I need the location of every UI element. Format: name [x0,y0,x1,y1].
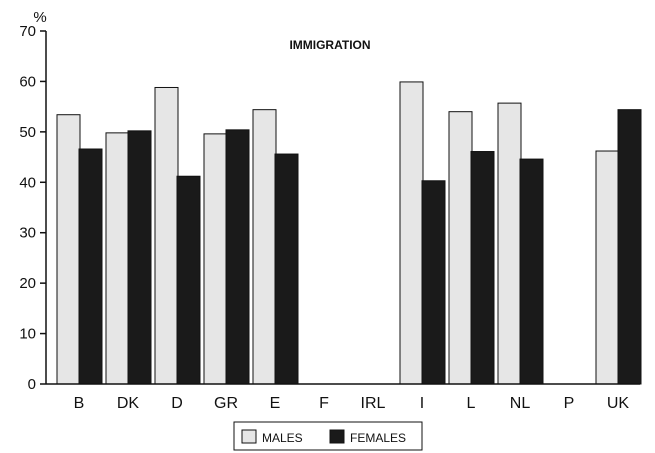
bar-females-i [421,180,446,385]
y-tick-label: 10 [19,326,36,343]
bar-females-l [470,151,495,385]
x-tick-label: DK [117,395,140,412]
x-tick-label: I [420,395,424,412]
x-tick-label: L [467,395,476,412]
x-tick-label: IRL [361,395,386,412]
x-tick-label: F [319,395,329,412]
bar-males-dk [105,132,130,385]
bar-females-b [78,148,103,385]
legend-box [233,421,423,451]
bar-males-gr [203,133,228,385]
bar-females-nl [519,158,544,385]
chart-title: IMMIGRATION [289,38,370,52]
y-tick-label: 30 [19,225,36,242]
x-tick-label: B [74,395,85,412]
legend-label-females: FEMALES [350,431,406,445]
bar-males-uk [595,150,620,385]
x-tick-label: E [270,395,281,412]
y-tick-label: 20 [19,275,36,292]
legend-swatch-males [241,429,257,444]
bar-females-gr [225,129,250,385]
bar-males-nl [497,102,522,385]
x-tick-label: D [171,395,183,412]
legend: MALES FEMALES [233,421,423,451]
x-axis: B DK D GR E F IRL I L NL P UK [74,395,630,412]
legend-label-males: MALES [262,431,303,445]
legend-swatch-females [329,429,345,444]
y-tick-label: 0 [28,376,36,393]
x-tick-label: UK [607,395,630,412]
bar-males-l [448,111,473,385]
bar-males-b [56,114,81,385]
bar-females-uk [617,109,642,385]
y-axis-unit: % [33,9,46,26]
y-tick-label: 60 [19,73,36,90]
bar-females-dk [127,130,152,385]
y-tick-label: 50 [19,124,36,141]
bar-females-d [176,175,201,385]
bars [56,81,642,385]
bar-males-i [399,81,424,385]
y-axis: 0 10 20 30 40 50 60 70 [19,23,46,393]
x-tick-label: NL [510,395,531,412]
bar-females-e [274,153,299,385]
y-tick-label: 70 [19,23,36,40]
x-tick-label: P [564,395,575,412]
bar-males-d [154,86,179,385]
y-tick-label: 40 [19,174,36,191]
x-tick-label: GR [214,395,238,412]
bar-males-e [252,109,277,385]
